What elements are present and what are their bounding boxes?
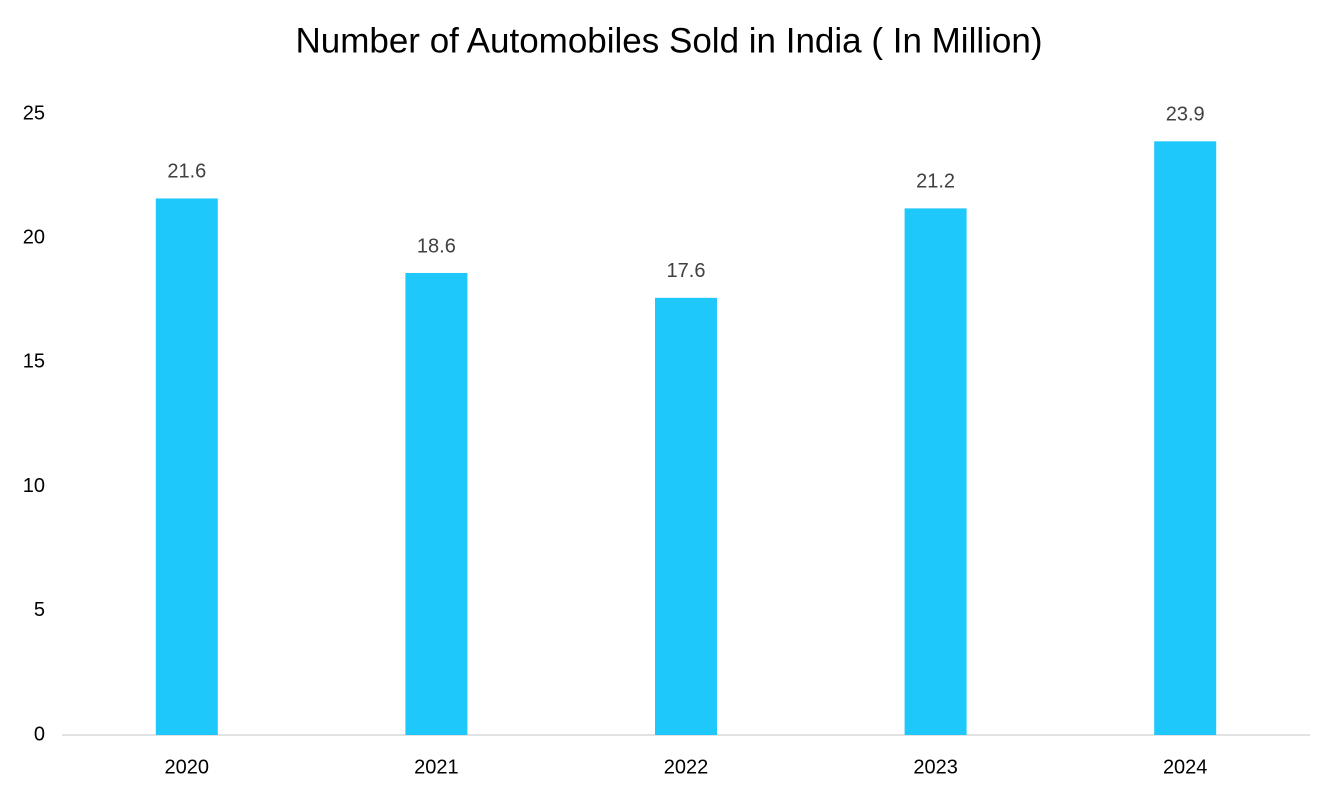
x-tick-label: 2023: [913, 756, 958, 778]
y-tick-label: 5: [34, 599, 45, 621]
x-tick-label: 2022: [664, 756, 709, 778]
data-label: 21.2: [916, 171, 955, 193]
x-tick-label: 2024: [1163, 756, 1208, 778]
bar: [405, 272, 468, 735]
y-tick-label: 20: [23, 226, 45, 248]
y-tick-label: 15: [23, 351, 45, 373]
chart-title: Number of Automobiles Sold in India ( In…: [295, 21, 1042, 60]
y-tick-label: 25: [23, 102, 45, 124]
bar: [904, 208, 967, 736]
y-tick-label: 0: [34, 723, 45, 745]
bar: [155, 198, 218, 735]
bar: [1154, 141, 1217, 736]
data-label: 18.6: [417, 235, 456, 257]
x-tick-label: 2020: [165, 756, 210, 778]
data-label: 17.6: [667, 260, 706, 282]
bar: [655, 297, 717, 735]
x-tick-label: 2021: [414, 756, 459, 778]
data-label: 21.6: [167, 161, 206, 183]
data-label: 23.9: [1166, 104, 1205, 126]
y-tick-label: 10: [23, 475, 45, 497]
